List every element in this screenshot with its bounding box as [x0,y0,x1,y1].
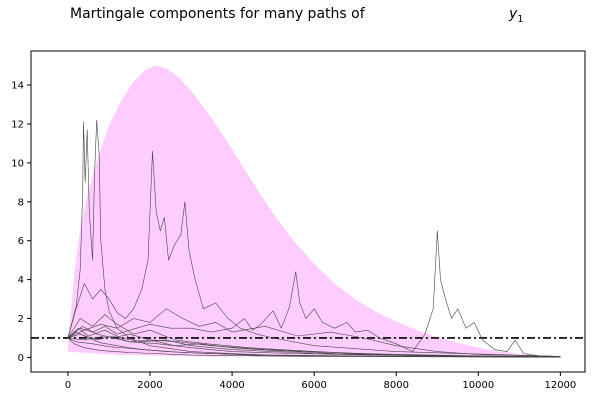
x-tick-label: 2000 [137,380,162,391]
confidence-band-layer [67,65,561,358]
chart-title-variable: y1 [509,6,524,25]
y-tick-label: 2 [18,314,24,325]
sample-path-4 [67,308,561,357]
x-tick-label: 12000 [544,380,576,391]
y-tick-label: 4 [18,275,24,286]
x-tick-label: 6000 [301,380,326,391]
sample-path-1 [67,119,561,358]
sample-paths-layer [67,119,561,358]
y-axis: 0 2 4 6 8 10 12 14 [11,81,31,364]
sample-path-12 [67,326,561,357]
x-tick-label: 8000 [384,380,409,391]
plot-frame [30,50,586,373]
y-tick-label: 8 [18,197,24,208]
y-tick-label: 14 [11,81,24,92]
x-axis: 0 2000 4000 6000 8000 10000 12000 [65,372,576,391]
y-tick-label: 12 [11,119,24,130]
x-tick-label: 0 [65,380,71,391]
sample-path-7 [67,327,561,358]
x-tick-label: 4000 [219,380,244,391]
y-tick-label: 6 [18,236,24,247]
confidence-band [67,65,561,358]
sample-path-2 [67,150,561,357]
sample-path-10 [67,335,561,358]
sample-path-3 [67,230,561,357]
sample-path-11 [67,331,561,358]
chart-title: Martingale components for many paths of [70,6,365,22]
sample-path-8 [67,337,561,358]
y-tick-label: 10 [11,158,24,169]
y-tick-label: 0 [18,353,24,364]
x-tick-label: 10000 [462,380,494,391]
